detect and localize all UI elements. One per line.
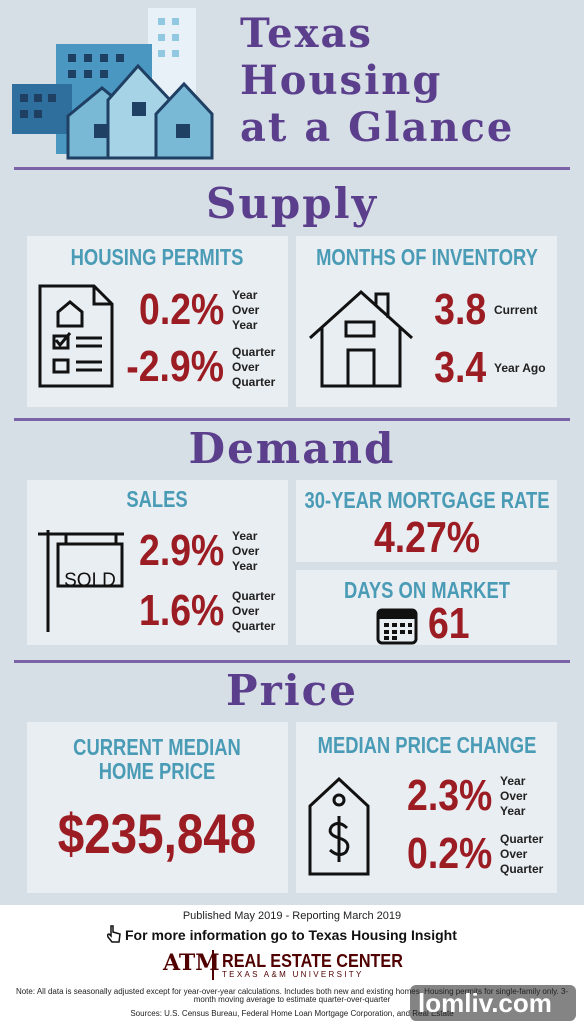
stat-value: 61 <box>428 599 470 648</box>
divider <box>14 660 570 663</box>
card <box>27 480 288 645</box>
stat-label: Year <box>232 558 258 573</box>
card-title: SALES <box>126 486 188 512</box>
card-title: HOME PRICE <box>98 758 216 784</box>
stat-value: 2.9% <box>138 526 224 575</box>
logo-mark: ATM <box>163 950 220 976</box>
logo-sub: TEXAS A&M UNIVERSITY <box>222 970 364 979</box>
title: Housing <box>240 57 443 104</box>
card <box>27 236 288 407</box>
divider <box>14 167 570 170</box>
card-title: 30-YEAR MORTGAGE RATE <box>304 487 550 513</box>
stat-label: Over <box>232 543 260 558</box>
stat-label: Over <box>500 788 528 803</box>
card-title: HOUSING PERMITS <box>70 244 244 270</box>
stat-label: Year <box>232 287 258 302</box>
stat-value: 3.4 <box>434 343 486 392</box>
stat-value: -2.9% <box>126 342 224 391</box>
stat-label: Over <box>500 846 528 861</box>
section-heading: Price <box>226 666 358 715</box>
sources: Sources: U.S. Census Bureau, Federal Hom… <box>130 1009 454 1018</box>
card-title: DAYS ON MARKET <box>344 577 510 603</box>
title: Texas <box>240 10 373 57</box>
stat-label: Year <box>232 317 258 332</box>
sold-sign-icon <box>38 530 124 632</box>
stat-label: Over <box>232 359 260 374</box>
card-title: MEDIAN PRICE CHANGE <box>317 732 537 758</box>
stat-value: 2.3% <box>406 771 492 820</box>
stat-label: Year <box>500 803 526 818</box>
stat-label: Year <box>232 528 258 543</box>
stat-value: 0.2% <box>138 285 224 334</box>
pointer-icon <box>106 925 121 943</box>
house-icon <box>308 289 414 388</box>
stat-label: Year Ago <box>494 360 546 375</box>
card <box>296 722 557 893</box>
stat-value: 4.27% <box>373 513 481 562</box>
stat-label: Quarter <box>500 861 544 876</box>
stat-value: 1.6% <box>138 586 224 635</box>
buildings-icon <box>12 8 214 160</box>
stat-label: Current <box>494 302 538 317</box>
watermark-box <box>410 985 576 1021</box>
calendar-icon <box>376 608 418 645</box>
document-icon <box>38 284 114 388</box>
logo-name: REAL ESTATE CENTER <box>222 951 403 971</box>
card <box>296 236 557 407</box>
stat-label: Quarter <box>232 344 276 359</box>
stat-label: Year <box>500 773 526 788</box>
divider <box>14 418 570 421</box>
more-info: For more information go to Texas Housing… <box>125 927 457 943</box>
sign-text: SOLD <box>64 570 116 591</box>
stat-value: 0.2% <box>406 829 492 878</box>
note: Note: All data is seasonally adjusted ex… <box>15 987 569 1004</box>
stat-label: Quarter <box>232 618 276 633</box>
stat-label: Quarter <box>500 831 544 846</box>
published: Published May 2019 - Reporting March 201… <box>182 910 402 922</box>
stat-label: Over <box>232 302 260 317</box>
card <box>27 722 288 893</box>
card-title: CURRENT MEDIAN <box>73 734 241 760</box>
logo-bar <box>212 950 214 980</box>
watermark: lomliv.com <box>418 988 552 1018</box>
card <box>296 480 557 562</box>
stat-value: 3.8 <box>434 285 486 334</box>
stat-value: $235,848 <box>57 802 257 865</box>
section-heading: Demand <box>188 424 396 473</box>
stat-label: Quarter <box>232 588 276 603</box>
card-title: MONTHS OF INVENTORY <box>316 244 538 270</box>
title: at a Glance <box>240 104 515 151</box>
price-tag-icon <box>308 776 370 876</box>
card <box>296 570 557 645</box>
section-heading: Supply <box>206 179 378 228</box>
stat-label: Quarter <box>232 374 276 389</box>
stat-label: Over <box>232 603 260 618</box>
